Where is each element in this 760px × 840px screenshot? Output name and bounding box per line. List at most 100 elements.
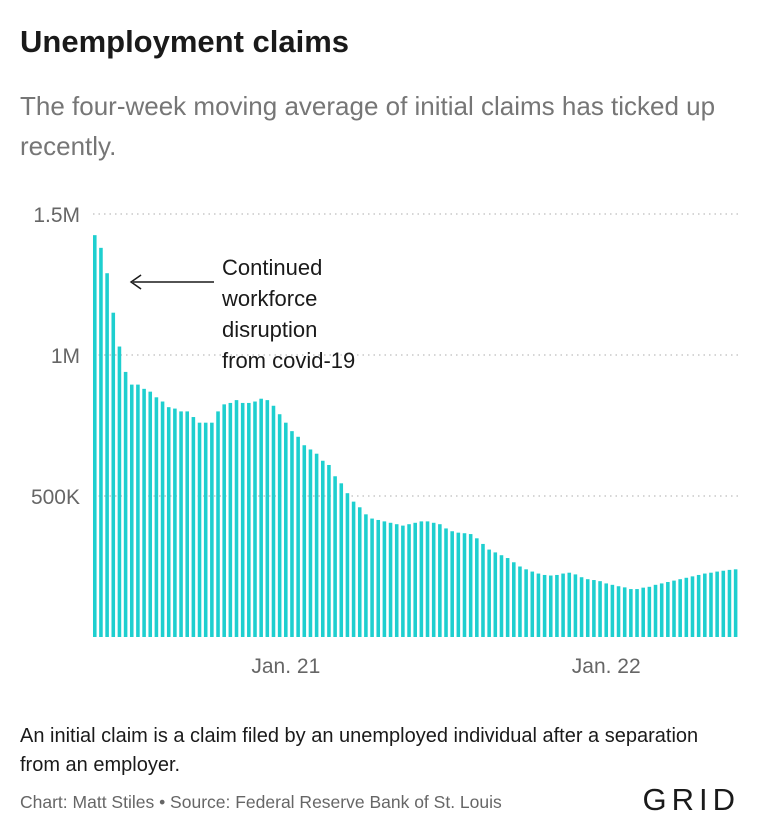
bar — [370, 518, 374, 637]
bar — [703, 573, 707, 637]
footnote: An initial claim is a claim filed by an … — [20, 725, 699, 776]
bar — [481, 543, 485, 637]
bar — [407, 524, 411, 637]
bar — [462, 533, 467, 637]
y-tick-label: 1M — [51, 345, 80, 368]
bar — [160, 401, 165, 637]
bar — [419, 521, 424, 637]
chart-title: Unemployment claims — [20, 24, 350, 59]
y-tick-label: 1.5M — [33, 204, 80, 227]
bar — [561, 573, 565, 637]
bar — [93, 235, 97, 637]
chart-subtitle: The four-week moving average of initial … — [20, 91, 716, 161]
bar — [210, 422, 214, 637]
bar — [136, 384, 140, 637]
bar — [444, 528, 448, 637]
bar — [265, 400, 270, 637]
grid-logo: GRID — [642, 782, 740, 817]
bar — [222, 404, 226, 637]
x-tick-label: Jan. 22 — [572, 655, 641, 678]
bar — [542, 574, 547, 637]
bar — [672, 580, 676, 637]
bar — [438, 524, 442, 637]
bar — [179, 411, 183, 637]
bar — [290, 431, 294, 637]
bar — [690, 576, 695, 637]
bar — [314, 453, 319, 637]
bar — [148, 391, 153, 637]
bar — [456, 532, 461, 637]
annotation-text-line: workforce — [221, 286, 317, 311]
bar — [345, 493, 350, 637]
bar — [475, 538, 479, 637]
bar — [234, 400, 239, 637]
bar — [678, 579, 682, 637]
bar — [394, 524, 399, 637]
bar — [721, 570, 726, 637]
bar — [610, 584, 615, 637]
bar — [536, 573, 541, 637]
bar — [727, 569, 732, 637]
bar — [493, 552, 498, 637]
bar — [185, 411, 189, 637]
bar — [567, 572, 572, 637]
source-credit: Chart: Matt Stiles • Source: Federal Res… — [20, 792, 502, 812]
bar — [253, 401, 257, 637]
bar — [228, 402, 233, 637]
bar — [635, 589, 639, 637]
bar — [653, 584, 658, 637]
bar — [277, 414, 282, 637]
bar — [413, 522, 417, 637]
bar — [191, 417, 196, 637]
bar — [339, 483, 344, 637]
bar — [622, 587, 627, 637]
bar — [598, 581, 602, 637]
bar — [123, 371, 128, 637]
bar — [388, 522, 393, 637]
bar — [548, 575, 553, 637]
bar — [696, 574, 701, 637]
bar — [647, 586, 652, 637]
bar — [296, 436, 300, 637]
bar — [271, 405, 276, 637]
bar — [364, 514, 368, 637]
x-axis-labels: Jan. 21 Jan. 22 — [251, 655, 640, 678]
bar — [709, 572, 713, 637]
bar — [357, 507, 362, 637]
y-axis-labels: 1.5M 1M 500K — [31, 204, 80, 509]
bar — [487, 549, 491, 637]
bar — [117, 346, 122, 637]
annotation-arrowhead — [129, 274, 142, 290]
bar — [154, 397, 159, 637]
bar — [320, 460, 325, 637]
bar — [203, 422, 208, 637]
bar — [111, 312, 116, 637]
bar — [450, 531, 454, 637]
bar — [555, 574, 559, 637]
bar — [592, 580, 596, 637]
bar — [382, 521, 387, 637]
x-tick-label: Jan. 21 — [251, 655, 320, 678]
bar — [333, 476, 337, 637]
bar — [247, 402, 251, 637]
bar — [259, 398, 263, 637]
bar — [129, 384, 134, 637]
bar — [302, 445, 307, 637]
bar — [573, 574, 578, 637]
gridlines — [93, 213, 740, 497]
bar — [666, 582, 670, 637]
bar — [629, 589, 633, 637]
bar — [499, 555, 504, 637]
bar — [166, 407, 171, 637]
bar — [616, 586, 621, 637]
bar — [524, 569, 528, 637]
bars — [93, 235, 738, 637]
bar — [401, 525, 405, 637]
bar — [604, 583, 609, 637]
bar — [684, 577, 689, 637]
bar — [468, 534, 473, 637]
bar — [659, 583, 664, 637]
bar — [715, 571, 719, 637]
y-tick-label: 500K — [31, 486, 80, 509]
bar — [216, 411, 220, 637]
